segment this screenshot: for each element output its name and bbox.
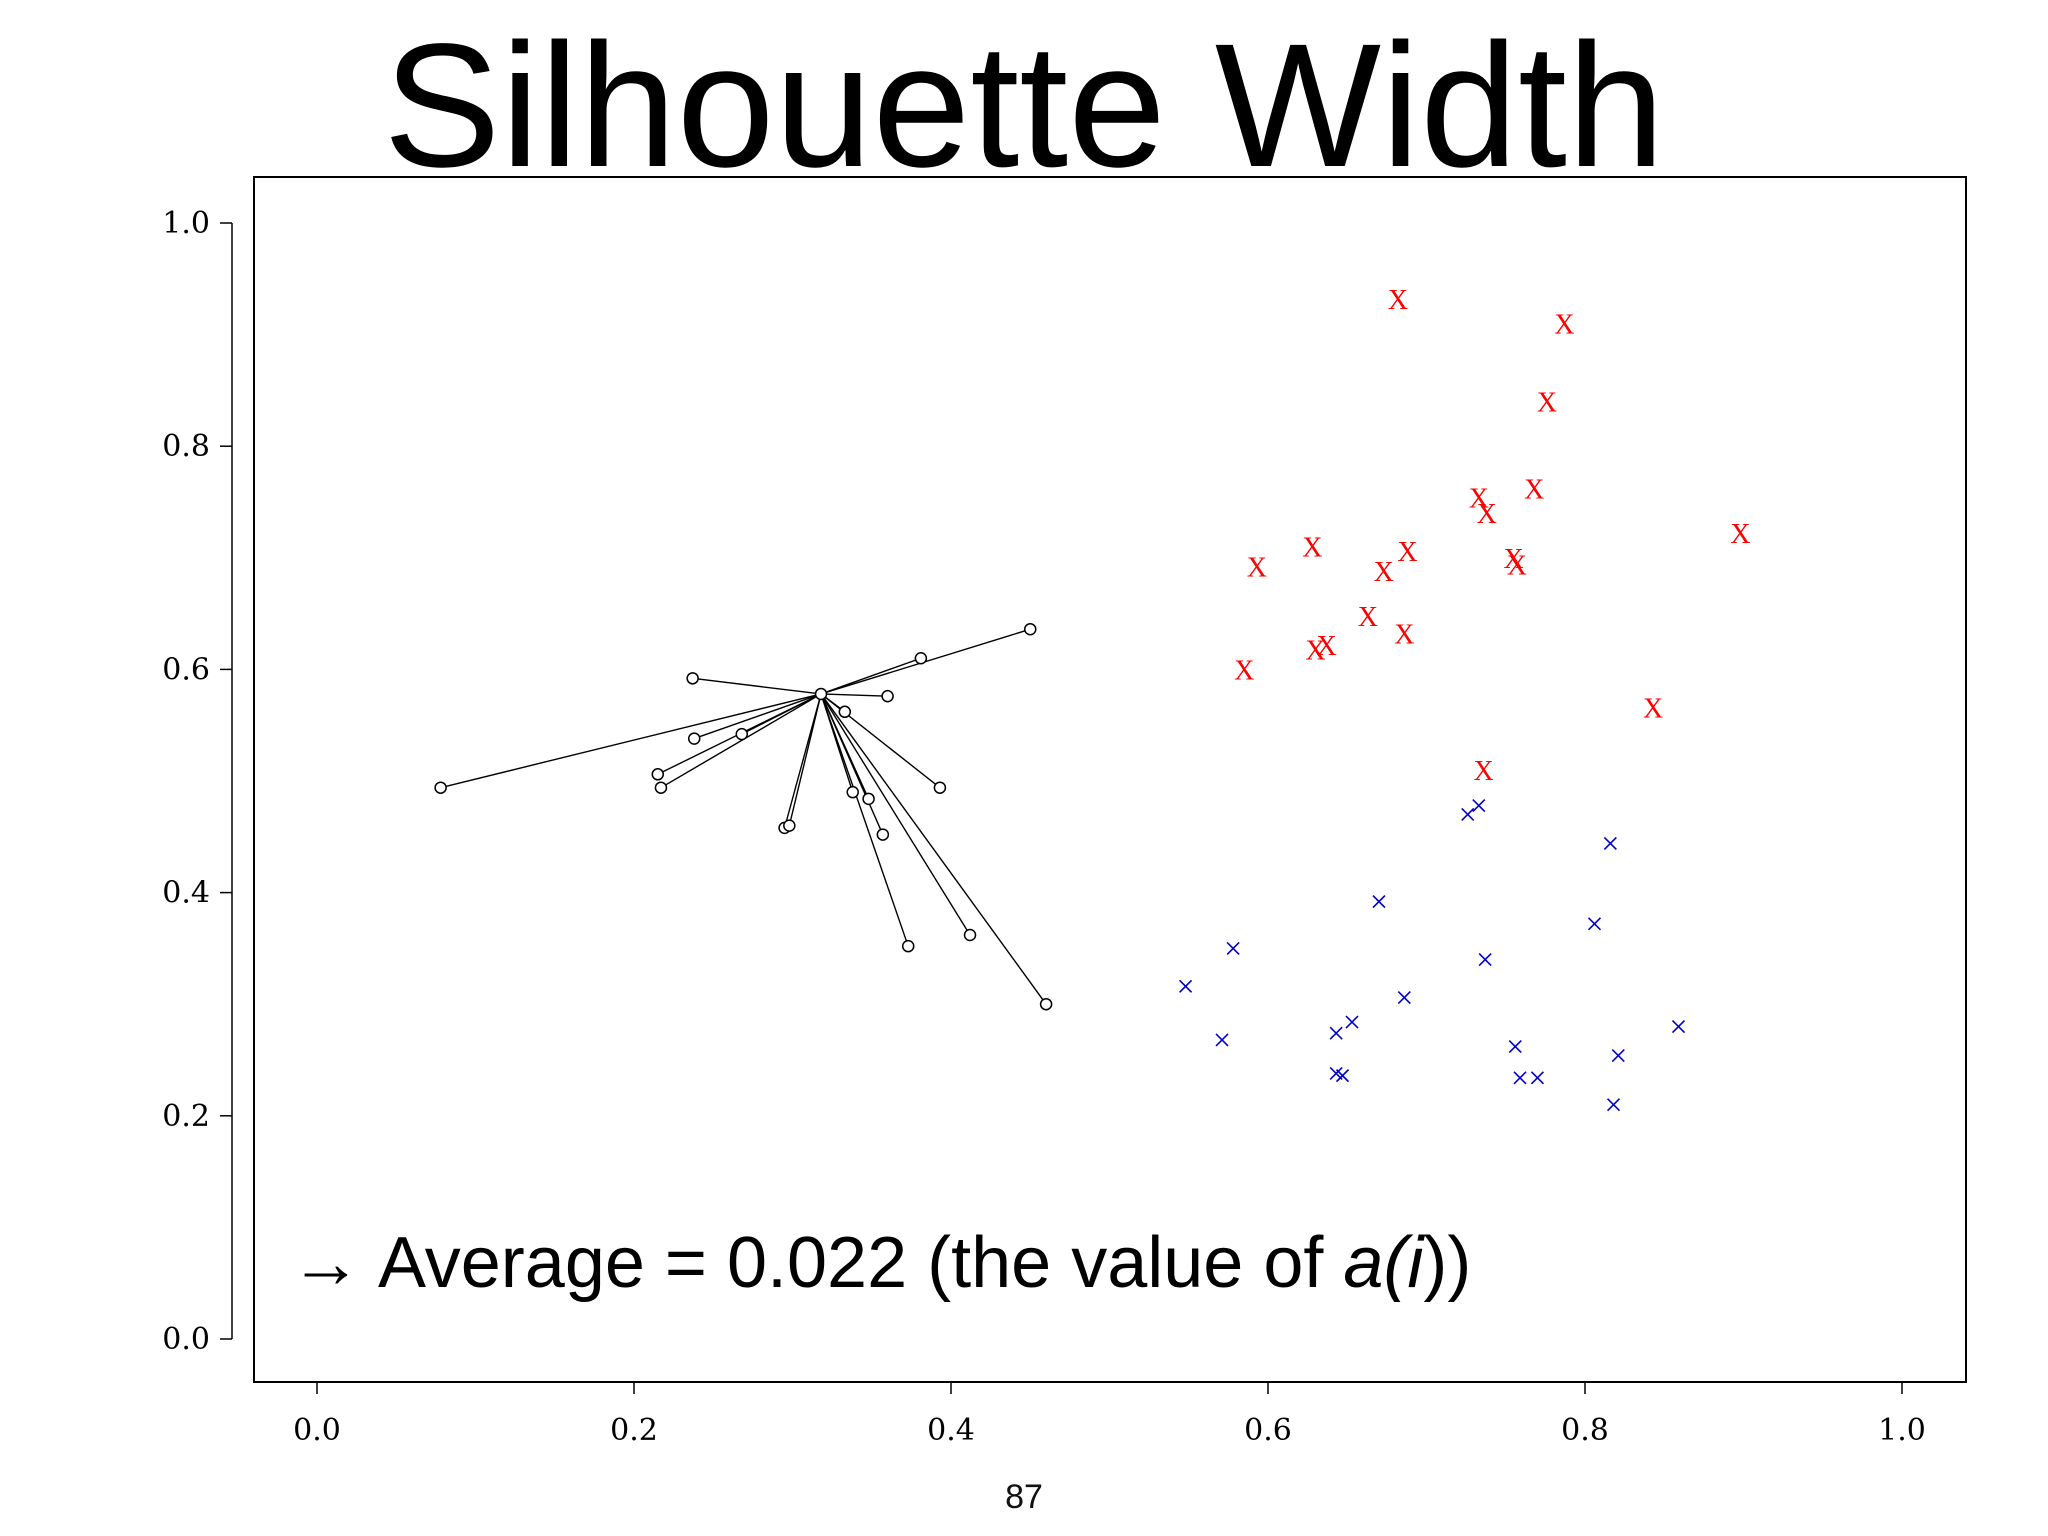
- red-x-point: X: [1537, 388, 1557, 419]
- blue-cross-point: [1513, 1071, 1527, 1085]
- circle-point: [1024, 622, 1037, 636]
- distance-line: [741, 693, 822, 735]
- x-tick-label: 0.6: [1244, 1413, 1292, 1448]
- blue-cross-point: [1179, 979, 1193, 993]
- circle-point: [881, 689, 894, 703]
- blue-cross-point: [1397, 990, 1411, 1005]
- blue-cross-point: [1508, 1040, 1522, 1054]
- circle-point: [735, 727, 749, 741]
- circle-point: [434, 781, 447, 794]
- circle-point: [963, 928, 977, 942]
- circle-point: [814, 687, 828, 701]
- red-x-point: X: [1524, 475, 1544, 506]
- circle-point: [687, 732, 701, 745]
- red-x-point: X: [1388, 285, 1408, 316]
- distance-line: [821, 693, 888, 697]
- distance-lines: [440, 628, 1047, 1005]
- blue-cross-point: [1606, 1098, 1621, 1112]
- blue-cross-point: [1611, 1048, 1625, 1063]
- blue-cross-point: [1215, 1033, 1229, 1047]
- red-x-point: X: [1473, 756, 1493, 787]
- red-x-point: X: [1507, 550, 1527, 581]
- annotation-suffix: )): [1423, 1223, 1472, 1303]
- blue-cross-point: [1478, 952, 1492, 967]
- blue-cross-point: [1603, 836, 1617, 851]
- distance-line: [820, 693, 1047, 1005]
- red-x-point: X: [1469, 484, 1489, 515]
- x-axis-ticks: 0.0 0.2 0.4 0.6 0.8 1.0: [293, 1382, 1926, 1448]
- y-axis-ticks: 0.0 0.2 0.4 0.6 0.8 1.0: [162, 206, 232, 1357]
- page-number: 87: [1005, 1478, 1043, 1516]
- y-tick-label: 0.4: [162, 876, 210, 911]
- blue-cross-point: [1329, 1026, 1343, 1040]
- distance-line: [660, 693, 822, 789]
- circle-point: [654, 781, 668, 794]
- distance-line: [820, 693, 909, 947]
- distance-line: [820, 693, 971, 936]
- red-x-point: X: [1643, 693, 1663, 724]
- annotation-i: i: [1407, 1223, 1424, 1303]
- blue-cross-point: [1472, 798, 1486, 813]
- circle-point: [838, 705, 852, 719]
- blue-cross-point: [1226, 941, 1240, 955]
- distance-line: [693, 693, 822, 740]
- x-tick-label: 0.8: [1561, 1413, 1609, 1448]
- x-tick-label: 0.2: [610, 1413, 658, 1448]
- blue-cross-point: [1671, 1019, 1686, 1034]
- circle-point: [933, 781, 947, 794]
- red-x-point: X: [1730, 519, 1750, 550]
- plot-frame: [253, 176, 1967, 1383]
- blue-cross-point: [1335, 1069, 1350, 1083]
- red-x-point: X: [1302, 533, 1322, 564]
- average-annotation: → Average = 0.022 (the value of a(i)): [290, 1222, 1471, 1304]
- red-x-point: X: [1247, 553, 1267, 584]
- red-x-point: X: [1504, 544, 1524, 575]
- x-tick-label: 0.4: [927, 1413, 975, 1448]
- circle-point: [783, 819, 796, 832]
- blue-cross-point: [1587, 917, 1602, 931]
- arrow-icon: →: [290, 1223, 362, 1303]
- circle-point: [846, 785, 859, 799]
- circle-point: [686, 672, 699, 685]
- circle-point: [901, 939, 915, 953]
- circle-point: [862, 792, 875, 806]
- red-x-point: X: [1358, 602, 1378, 633]
- distance-line: [820, 693, 941, 789]
- blue-cross-point: [1345, 1015, 1359, 1029]
- slide-title: Silhouette Width: [383, 8, 1665, 204]
- circle-point: [876, 828, 890, 841]
- red-x-point: X: [1397, 537, 1417, 568]
- distance-line: [788, 693, 822, 826]
- red-x-point: X: [1554, 309, 1574, 340]
- circle-point: [651, 768, 665, 781]
- annotation-a: a(: [1343, 1223, 1408, 1303]
- red-x-point: X: [1477, 499, 1497, 530]
- distance-line: [820, 657, 922, 695]
- blue-cross-point: [1461, 807, 1475, 822]
- y-tick-label: 0.2: [162, 1099, 210, 1134]
- distance-line: [692, 677, 822, 695]
- x-tick-label: 0.0: [293, 1413, 341, 1448]
- x-tick-label: 1.0: [1878, 1413, 1926, 1448]
- y-tick-label: 1.0: [162, 206, 210, 241]
- y-tick-label: 0.0: [162, 1322, 210, 1357]
- red-x-point: X: [1374, 557, 1394, 588]
- red-x-point: X: [1317, 631, 1337, 662]
- red-x-point: X: [1394, 620, 1414, 651]
- circle-point: [1039, 997, 1053, 1011]
- distance-line: [820, 693, 884, 835]
- y-tick-label: 0.8: [162, 429, 210, 464]
- red-x-point: X: [1305, 635, 1325, 666]
- red-x-point: X: [1234, 655, 1254, 686]
- annotation-prefix: Average = 0.022 (the value of: [378, 1223, 1344, 1303]
- blue-cross-point: [1372, 894, 1386, 909]
- distance-line: [440, 693, 822, 789]
- blue-cross-point: [1530, 1071, 1545, 1085]
- circle-point: [914, 651, 928, 665]
- y-tick-label: 0.6: [162, 652, 210, 687]
